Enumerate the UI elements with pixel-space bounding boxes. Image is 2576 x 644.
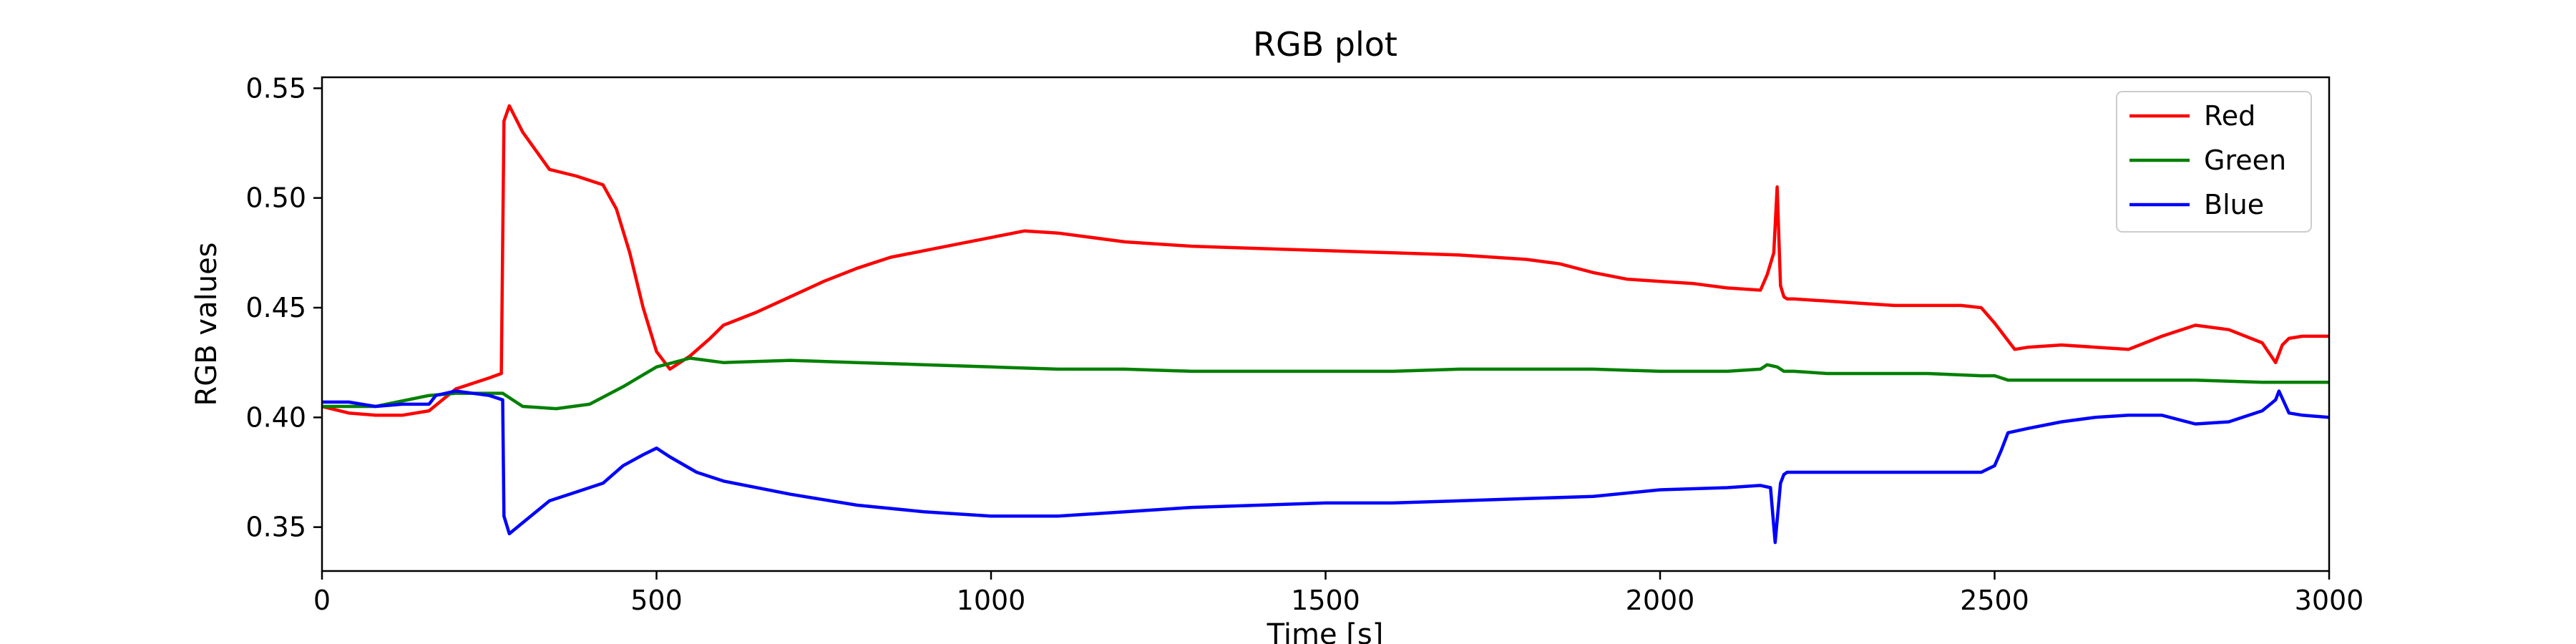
x-tick-label: 1000 [957,585,1026,616]
series-line-green [322,356,2329,411]
x-tick-label: 1500 [1291,585,1360,616]
x-tick-label: 0 [313,585,331,616]
y-tick-label: 0.35 [245,512,306,543]
y-tick-label: 0.45 [245,292,306,323]
legend: Red Green Blue [2116,91,2312,233]
series-layer [322,104,2329,545]
legend-label-green: Green [2204,145,2286,176]
series-line-blue [322,389,2329,545]
y-axis-ticks: 0.35 0.40 0.45 0.50 0.55 [245,72,322,543]
legend-entries: Red Green Blue [2129,100,2286,220]
y-tick-label: 0.55 [245,72,306,104]
legend-label-red: Red [2204,100,2255,132]
y-tick-label: 0.50 [245,182,306,214]
legend-box [2116,91,2312,233]
x-tick-label: 2000 [1626,585,1695,616]
series-line-red [322,104,2329,417]
x-tick-label: 500 [630,585,683,616]
y-tick-label: 0.40 [245,401,306,433]
x-axis-label: Time [s] [1267,618,1384,644]
x-axis-ticks: 0 500 1000 1500 2000 2500 3000 [313,571,2363,616]
x-tick-label: 2500 [1960,585,2029,616]
legend-label-blue: Blue [2204,189,2264,220]
chart-title: RGB plot [1253,25,1397,64]
x-tick-label: 3000 [2295,585,2364,616]
y-axis-label: RGB values [190,242,223,406]
